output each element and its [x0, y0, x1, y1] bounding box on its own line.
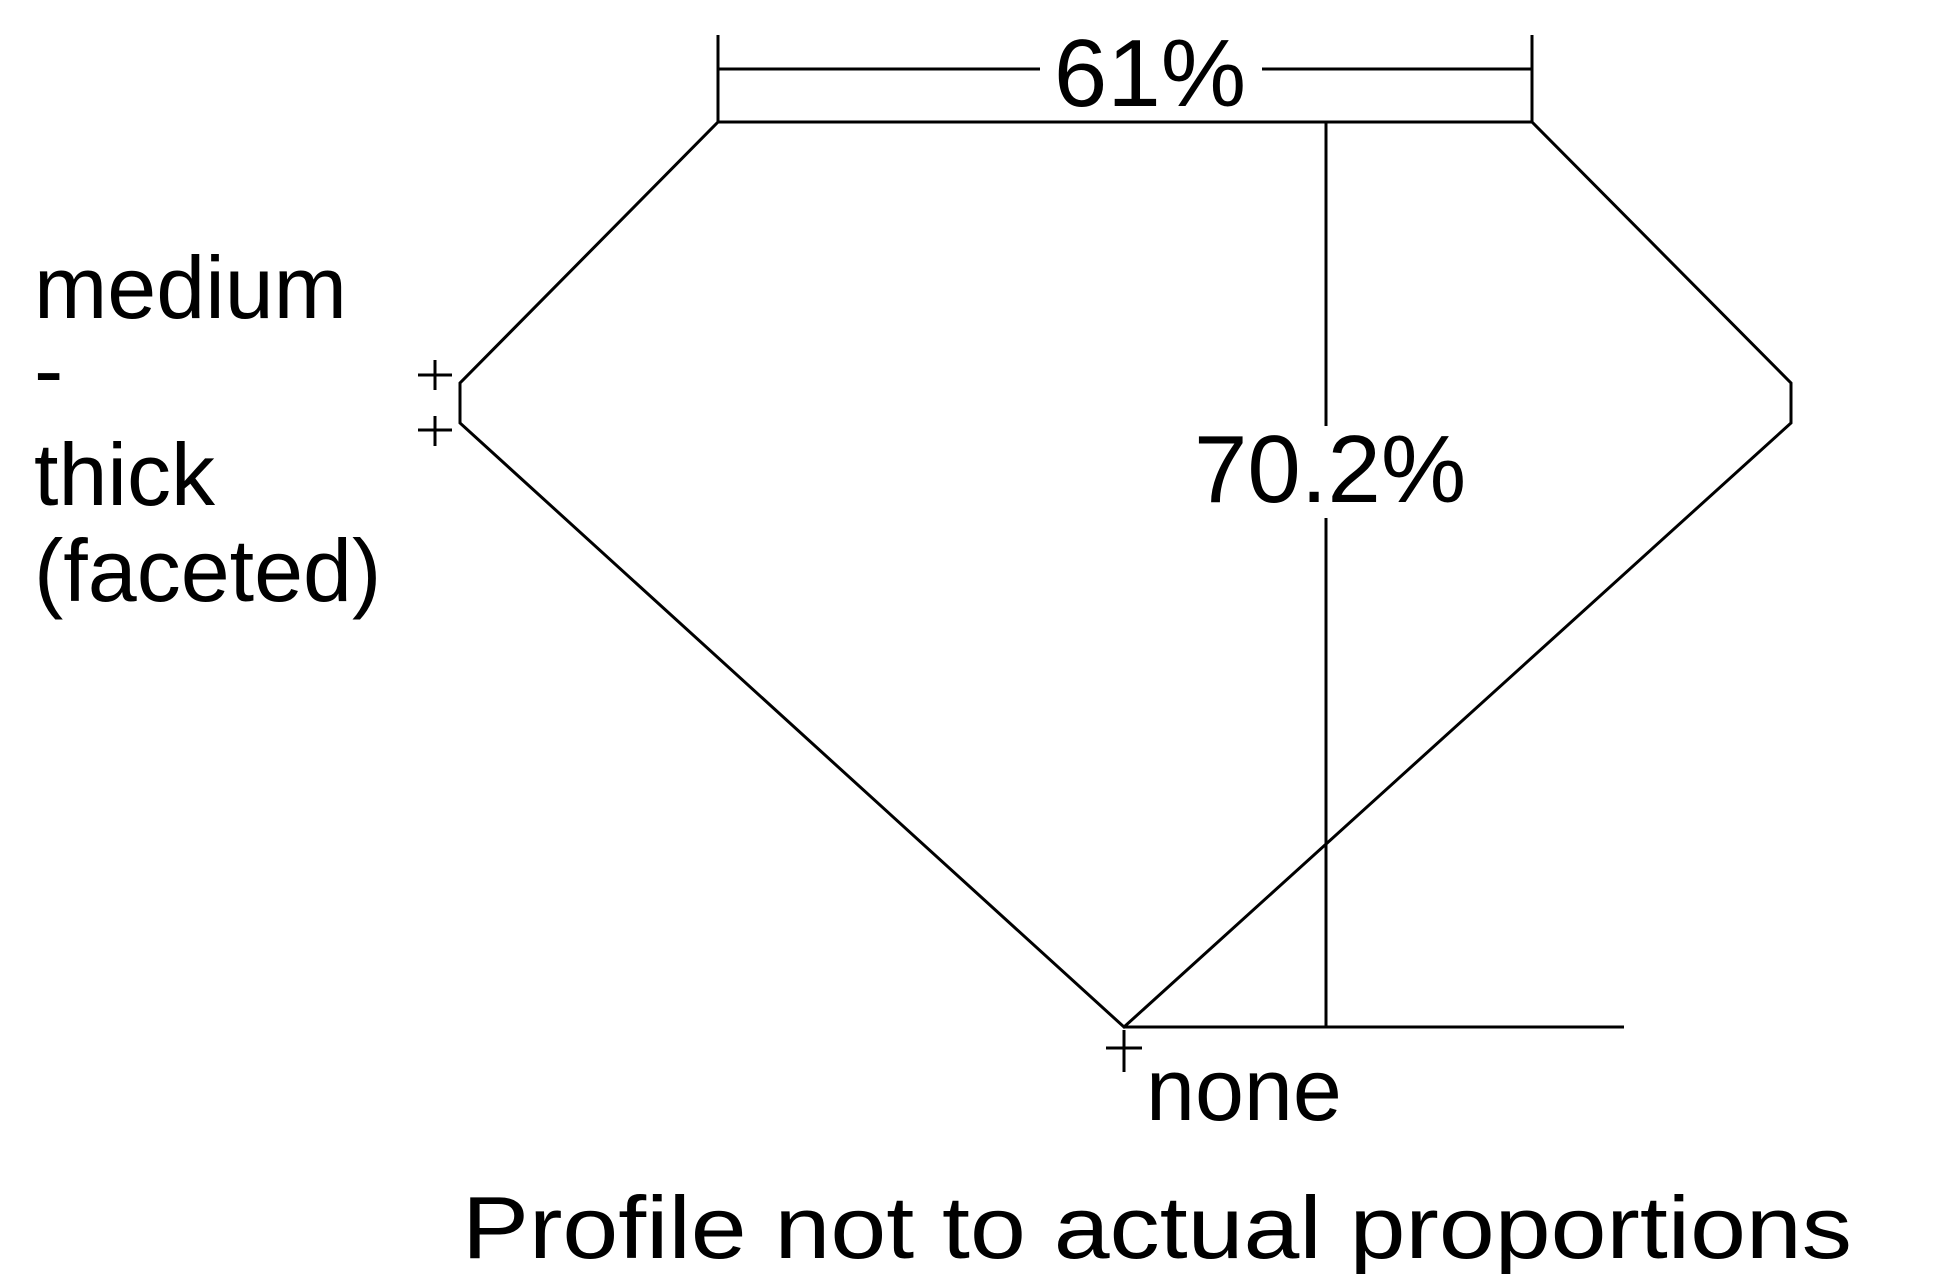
girdle-label-line-2: - — [34, 320, 63, 419]
girdle-markers — [418, 360, 1142, 1072]
depth-dimension: 70.2% — [1124, 122, 1624, 1029]
gem-outline — [458, 120, 1793, 1030]
depth-percent-label: 70.2% — [1194, 416, 1466, 523]
culet-label: none — [1146, 1040, 1342, 1139]
footnote: Profile not to actual proportions — [462, 1178, 1852, 1274]
gem-profile-outline — [458, 120, 1793, 1030]
table-percent-label: 61% — [1054, 20, 1246, 127]
girdle-label-line-1: medium — [34, 238, 347, 337]
girdle-label: medium - thick (faceted) — [34, 238, 381, 620]
girdle-label-line-4: (faceted) — [34, 521, 381, 620]
table-dimension: 61% — [716, 20, 1534, 127]
girdle-label-line-3: thick — [34, 425, 216, 524]
